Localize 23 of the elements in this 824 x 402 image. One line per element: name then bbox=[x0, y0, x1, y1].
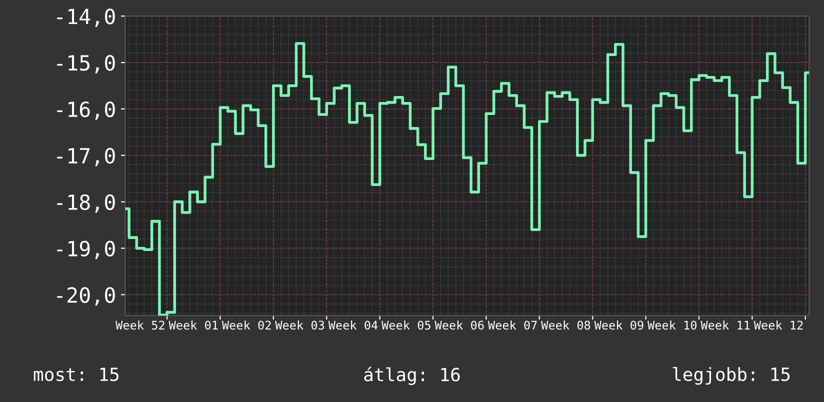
x-tick-label: Week 52 bbox=[116, 320, 164, 330]
text: legjobb: 15 bbox=[672, 367, 790, 385]
x-tick-label: Week 01 bbox=[168, 320, 218, 330]
y-tick-label: -20,0 bbox=[57, 287, 115, 306]
x-tick-label: Week 10 bbox=[648, 320, 696, 330]
y-tick-label: -17,0 bbox=[57, 148, 115, 166]
x-tick-label: Week 08 bbox=[541, 320, 590, 330]
x-tick-label: Week 02 bbox=[222, 320, 271, 330]
x-tick-label: Week 09 bbox=[594, 320, 644, 330]
y-tick-label: -15,0 bbox=[57, 55, 115, 74]
text: most: 15 bbox=[34, 368, 118, 382]
y-tick-label: -16,0 bbox=[57, 101, 115, 120]
x-tick-label: Week 11 bbox=[700, 320, 750, 330]
y-tick-label: -14,0 bbox=[57, 8, 115, 27]
x-tick-label: Week 05 bbox=[382, 320, 430, 330]
x-tick-label: Week 03 bbox=[275, 320, 324, 330]
x-tick-label: Week 04 bbox=[328, 320, 378, 330]
y-tick-label: -18,0 bbox=[57, 194, 115, 213]
x-tick-label: Week 12 bbox=[754, 320, 803, 330]
y-tick-label: -19,0 bbox=[57, 240, 115, 260]
x-tick-label: Week 06 bbox=[434, 320, 484, 330]
x-tick-label: Week 07 bbox=[488, 320, 537, 330]
text: átlag: 16 bbox=[364, 366, 460, 386]
